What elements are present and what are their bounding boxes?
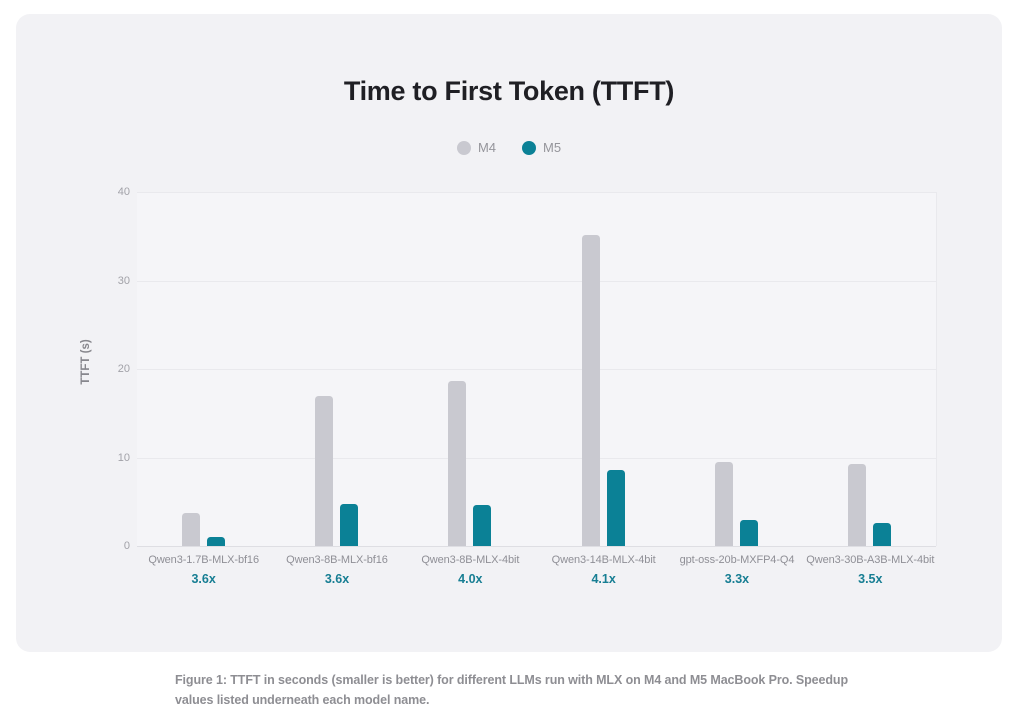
plot-area bbox=[137, 192, 937, 547]
speedup-value: 3.6x bbox=[191, 572, 216, 586]
y-axis-ticks: 0 10 20 30 40 bbox=[16, 186, 130, 552]
speedup-value: 3.6x bbox=[324, 572, 350, 586]
bar-group bbox=[670, 192, 803, 546]
speedup-value: 3.3x bbox=[724, 572, 750, 586]
y-tick-10: 10 bbox=[117, 451, 130, 464]
bar-m4 bbox=[847, 463, 866, 546]
model-name: Qwen3-1.7B-MLX-bf16 bbox=[148, 554, 259, 566]
gridline-30 bbox=[137, 280, 936, 282]
model-name: Qwen3-14B-MLX-4bit bbox=[551, 554, 656, 566]
bar-m5 bbox=[207, 537, 226, 546]
bar-m5 bbox=[340, 504, 359, 546]
legend-label: M4 bbox=[477, 140, 496, 155]
gridline-40 bbox=[137, 192, 936, 193]
y-tick-20: 20 bbox=[117, 363, 130, 375]
figure-card: Time to First Token (TTFT) M4 M5 TTFT (s)… bbox=[16, 14, 1002, 652]
speedup-value: 4.0x bbox=[458, 572, 483, 586]
model-name: Qwen3-8B-MLX-bf16 bbox=[286, 554, 388, 566]
bar-group bbox=[270, 192, 403, 546]
bar-group bbox=[137, 192, 270, 546]
model-name: gpt-oss-20b-MXFP4-Q4 bbox=[679, 554, 795, 566]
bar-m4 bbox=[315, 396, 334, 546]
bar-m5 bbox=[606, 469, 625, 546]
gridline-0 bbox=[137, 546, 936, 547]
bar-group bbox=[537, 192, 670, 546]
bar-m5 bbox=[473, 505, 492, 546]
legend-item-m4: M4 bbox=[456, 140, 496, 155]
bar-m5 bbox=[739, 520, 758, 546]
x-label-group: Qwen3-1.7B-MLX-bf16 3.6x bbox=[137, 554, 270, 586]
speedup-value: 3.5x bbox=[858, 572, 883, 586]
bar-group bbox=[803, 192, 936, 546]
gridline-20 bbox=[137, 369, 936, 370]
legend: M4 M5 bbox=[16, 140, 1002, 155]
x-label-group: gpt-oss-20b-MXFP4-Q4 3.3x bbox=[670, 554, 803, 586]
speedup-value: 4.1x bbox=[591, 572, 616, 586]
legend-swatch-m4-icon bbox=[456, 140, 471, 155]
model-name: Qwen3-30B-A3B-MLX-4bit bbox=[806, 554, 935, 566]
bar-group bbox=[403, 192, 536, 546]
bar-m5 bbox=[872, 523, 891, 546]
y-tick-30: 30 bbox=[117, 274, 130, 287]
y-tick-40: 40 bbox=[117, 186, 130, 198]
x-axis-labels: Qwen3-1.7B-MLX-bf16 3.6x Qwen3-8B-MLX-bf16… bbox=[137, 554, 937, 586]
bar-m4 bbox=[182, 513, 201, 546]
x-label-group: Qwen3-8B-MLX-4bit 4.0x bbox=[404, 554, 537, 586]
x-label-group: Qwen3-8B-MLX-bf16 3.6x bbox=[270, 554, 403, 586]
bar-m4 bbox=[714, 461, 733, 546]
legend-item-m5: M5 bbox=[522, 140, 561, 155]
legend-label: M5 bbox=[543, 140, 562, 155]
model-name: Qwen3-8B-MLX-4bit bbox=[421, 554, 520, 566]
x-label-group: Qwen3-30B-A3B-MLX-4bit 3.5x bbox=[804, 554, 937, 586]
legend-swatch-m5-icon bbox=[522, 140, 536, 155]
bar-m4 bbox=[581, 235, 600, 546]
bar-groups bbox=[137, 192, 936, 546]
chart-title: Time to First Token (TTFT) bbox=[343, 76, 675, 106]
bar-m4 bbox=[448, 381, 467, 546]
x-label-group: Qwen3-14B-MLX-4bit 4.1x bbox=[537, 554, 670, 586]
figure-caption: Figure 1: TTFT in seconds (smaller is be… bbox=[175, 673, 848, 707]
gridline-10 bbox=[137, 457, 936, 459]
y-tick-0: 0 bbox=[123, 540, 130, 552]
